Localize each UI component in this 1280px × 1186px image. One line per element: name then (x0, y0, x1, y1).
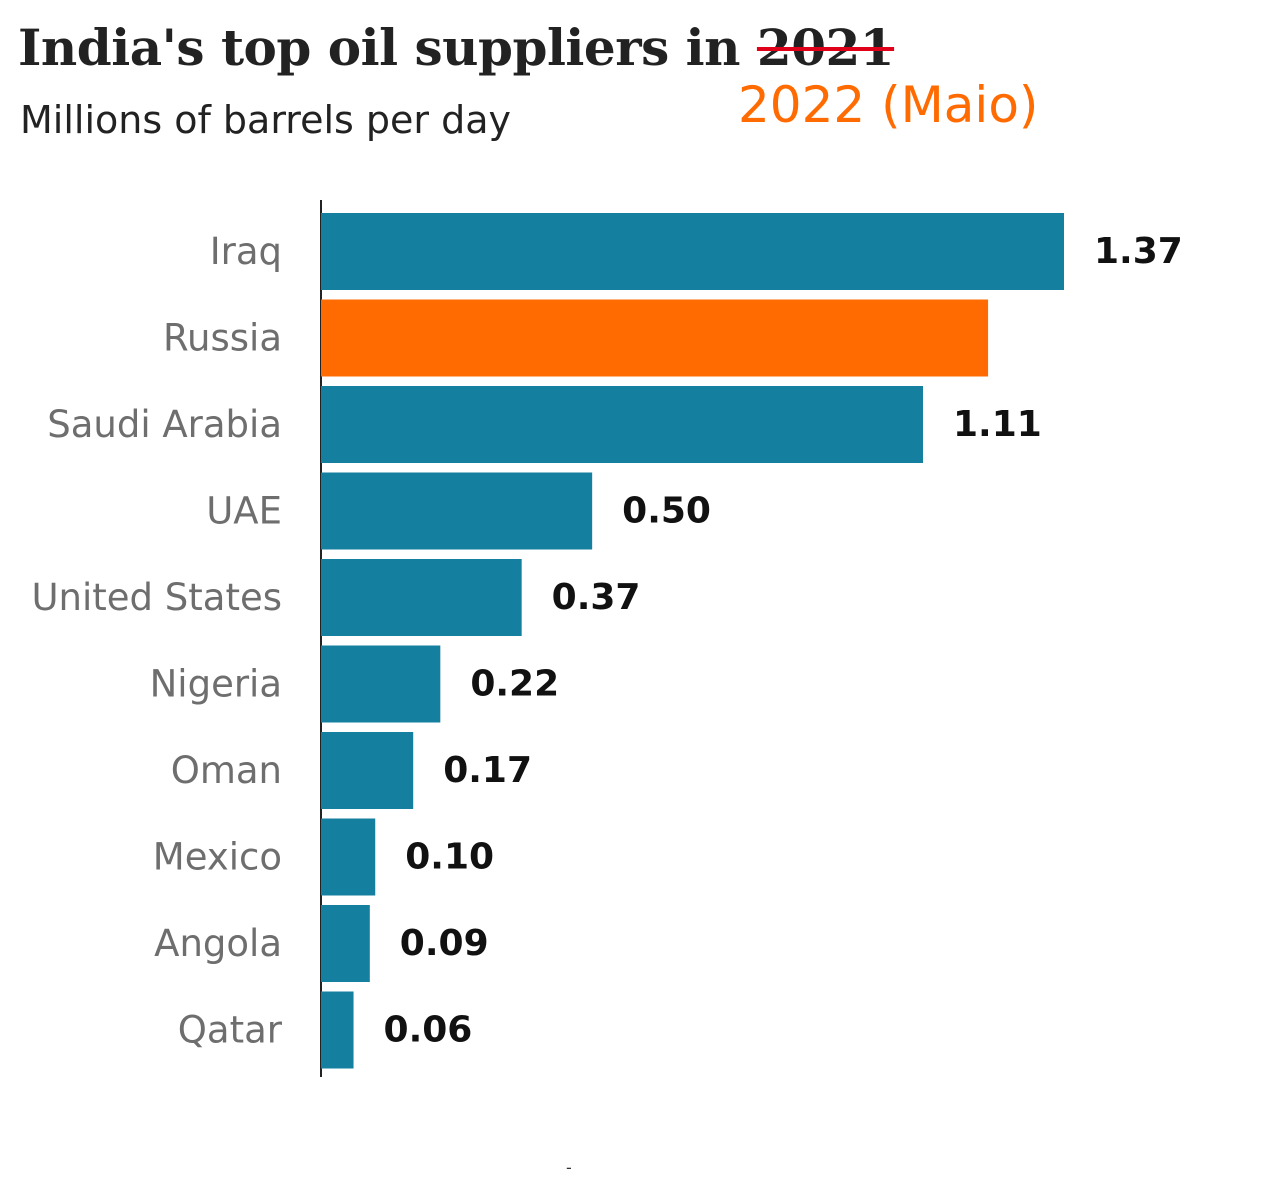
category-label: Saudi Arabia (47, 403, 282, 446)
category-label: Mexico (153, 836, 282, 879)
category-label: Iraq (210, 230, 282, 273)
bar-qatar (321, 991, 354, 1069)
bar-russia (321, 299, 989, 377)
bar-united-states (321, 559, 522, 636)
bar-oman (321, 732, 414, 809)
category-label: UAE (206, 490, 282, 533)
value-label: 0.10 (405, 837, 494, 878)
bar-nigeria (321, 645, 441, 723)
bar-mexico (321, 818, 376, 896)
value-label: 1.11 (953, 404, 1042, 445)
value-label: 0.06 (384, 1010, 473, 1051)
value-label: 1.37 (1094, 231, 1183, 272)
value-label: 0.17 (443, 750, 532, 791)
category-label: Oman (171, 749, 282, 792)
corrected-year: 2022 (Maio) (738, 76, 1039, 134)
bar-uae (321, 472, 593, 550)
category-label: United States (31, 576, 282, 619)
value-label: 0.50 (622, 491, 711, 532)
bar-angola (321, 905, 370, 982)
value-label: 0.09 (400, 923, 489, 964)
chart-title: India's top oil suppliers in 2021 (18, 18, 895, 77)
bar-iraq (321, 213, 1064, 290)
category-label: Nigeria (150, 663, 282, 706)
value-label: 0.37 (552, 577, 641, 618)
title-prefix: India's top oil suppliers in (18, 18, 741, 77)
chart-subtitle: Millions of barrels per day (20, 98, 511, 142)
footer-mark: - (566, 1158, 572, 1177)
bar-saudi-arabia (321, 386, 923, 463)
category-label: Qatar (178, 1009, 283, 1052)
value-label: 0.22 (470, 664, 559, 705)
category-label: Angola (154, 922, 282, 965)
old-year-struck: 2021 (756, 18, 895, 77)
category-label: Russia (163, 317, 282, 360)
